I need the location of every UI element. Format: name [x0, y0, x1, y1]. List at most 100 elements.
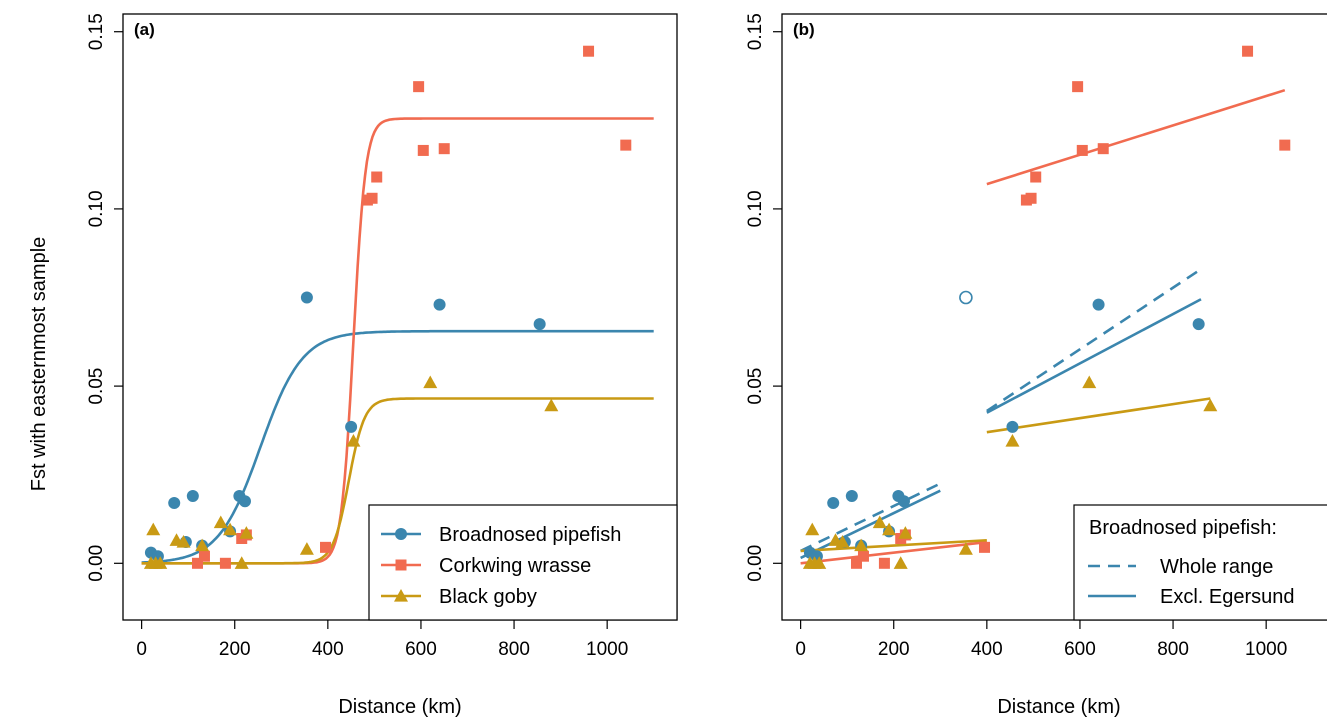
data-point: [1203, 398, 1218, 412]
x-tick-label: 0: [795, 639, 806, 660]
data-point: [1082, 375, 1097, 389]
data-point: [1072, 81, 1084, 93]
panel-a: 0 200 400 600 800 1000 0.00 0.05 0.10 0.15 Distanc…: [86, 13, 678, 718]
data-point: [1092, 298, 1105, 311]
data-point: [533, 318, 546, 331]
regression-line: [986, 298, 1202, 414]
plot-area: [800, 45, 1291, 569]
data-point: [300, 291, 313, 304]
x-tick-label: 800: [1157, 639, 1189, 660]
legend-marker: [395, 528, 407, 540]
data-point: [146, 522, 161, 536]
legend-marker: [395, 559, 407, 571]
data-point: [198, 550, 210, 562]
legend-title: Broadnosed pipefish:: [1089, 517, 1277, 539]
data-point: [299, 542, 314, 555]
data-point: [827, 497, 840, 510]
panel-label: (a): [134, 20, 155, 39]
legend-label: Black goby: [439, 586, 537, 608]
panel-label: (b): [793, 20, 815, 39]
data-point-open: [959, 290, 973, 305]
y-axis-label: Fst with easternmost sample: [28, 237, 50, 492]
data-point: [423, 375, 438, 389]
data-point: [805, 522, 820, 536]
data-point: [433, 298, 446, 311]
legend-label: Broadnosed pipefish: [439, 524, 621, 546]
data-point: [872, 515, 887, 529]
data-point: [893, 556, 908, 569]
legend-label: Corkwing wrasse: [439, 555, 591, 577]
regression-line: [800, 540, 987, 565]
data-point: [168, 497, 181, 510]
plot-area: [141, 45, 654, 569]
data-point: [413, 81, 425, 93]
panel-b: 0 200 400 600 800 1000 0.00 0.05 0.10 0.15 Distanc…: [745, 13, 1327, 718]
data-point: [234, 556, 249, 569]
data-point: [1025, 192, 1037, 204]
y-tick-label: 0.10: [86, 190, 107, 227]
data-point: [857, 550, 869, 562]
data-point: [1192, 318, 1205, 331]
data-point: [195, 538, 210, 552]
y-tick-label: 0.05: [745, 368, 766, 405]
data-point: [878, 557, 890, 569]
data-point: [345, 420, 358, 433]
x-tick-label: 600: [1064, 639, 1096, 660]
x-tick-label: 1000: [586, 639, 628, 660]
x-tick-label: 1000: [1245, 639, 1287, 660]
fit-curve: [141, 117, 654, 565]
x-axis-label: Distance (km): [338, 696, 461, 718]
data-point: [371, 171, 383, 183]
regression-line: [800, 482, 941, 553]
x-tick-label: 600: [405, 639, 437, 660]
y-tick-label: 0.10: [745, 190, 766, 227]
legend-box: [368, 504, 678, 621]
data-point: [223, 522, 238, 536]
data-point: [1030, 171, 1042, 183]
regression-line: [986, 397, 1211, 434]
legend-label: Excl. Egersund: [1160, 586, 1295, 608]
x-tick-label: 400: [312, 639, 344, 660]
y-tick-label: 0.00: [745, 545, 766, 582]
data-point: [438, 143, 450, 155]
data-point: [850, 557, 862, 569]
data-point: [219, 557, 231, 569]
data-point: [366, 192, 378, 204]
data-point: [417, 144, 429, 156]
data-point: [153, 556, 168, 569]
data-point: [897, 495, 910, 508]
data-point: [898, 526, 913, 539]
regression-line: [800, 489, 941, 560]
regression-line: [800, 538, 987, 553]
data-point: [238, 495, 251, 508]
legend-box: [1073, 504, 1327, 621]
y-tick-label: 0.15: [745, 13, 766, 50]
x-tick-label: 0: [136, 639, 147, 660]
data-point: [958, 542, 973, 555]
data-point: [239, 526, 254, 539]
fit-curve: [141, 329, 654, 564]
plot-frame: [781, 13, 1327, 621]
data-point: [213, 515, 228, 529]
data-point: [320, 541, 332, 553]
data-point: [1005, 434, 1020, 447]
data-point: [544, 398, 559, 412]
x-axis-label: Distance (km): [997, 696, 1120, 718]
data-point: [1006, 420, 1019, 433]
data-point: [1279, 139, 1291, 151]
regression-line: [986, 268, 1202, 412]
x-tick-label: 800: [498, 639, 530, 660]
data-point: [835, 535, 850, 548]
data-point: [854, 538, 869, 552]
data-point: [620, 139, 632, 151]
y-tick-label: 0.05: [86, 368, 107, 405]
data-point: [1076, 144, 1088, 156]
x-tick-label: 200: [878, 639, 910, 660]
data-point: [176, 535, 191, 548]
data-point: [191, 557, 203, 569]
y-tick-label: 0.00: [86, 545, 107, 582]
data-point: [583, 45, 595, 57]
data-point: [1097, 143, 1109, 155]
data-point: [186, 489, 199, 502]
